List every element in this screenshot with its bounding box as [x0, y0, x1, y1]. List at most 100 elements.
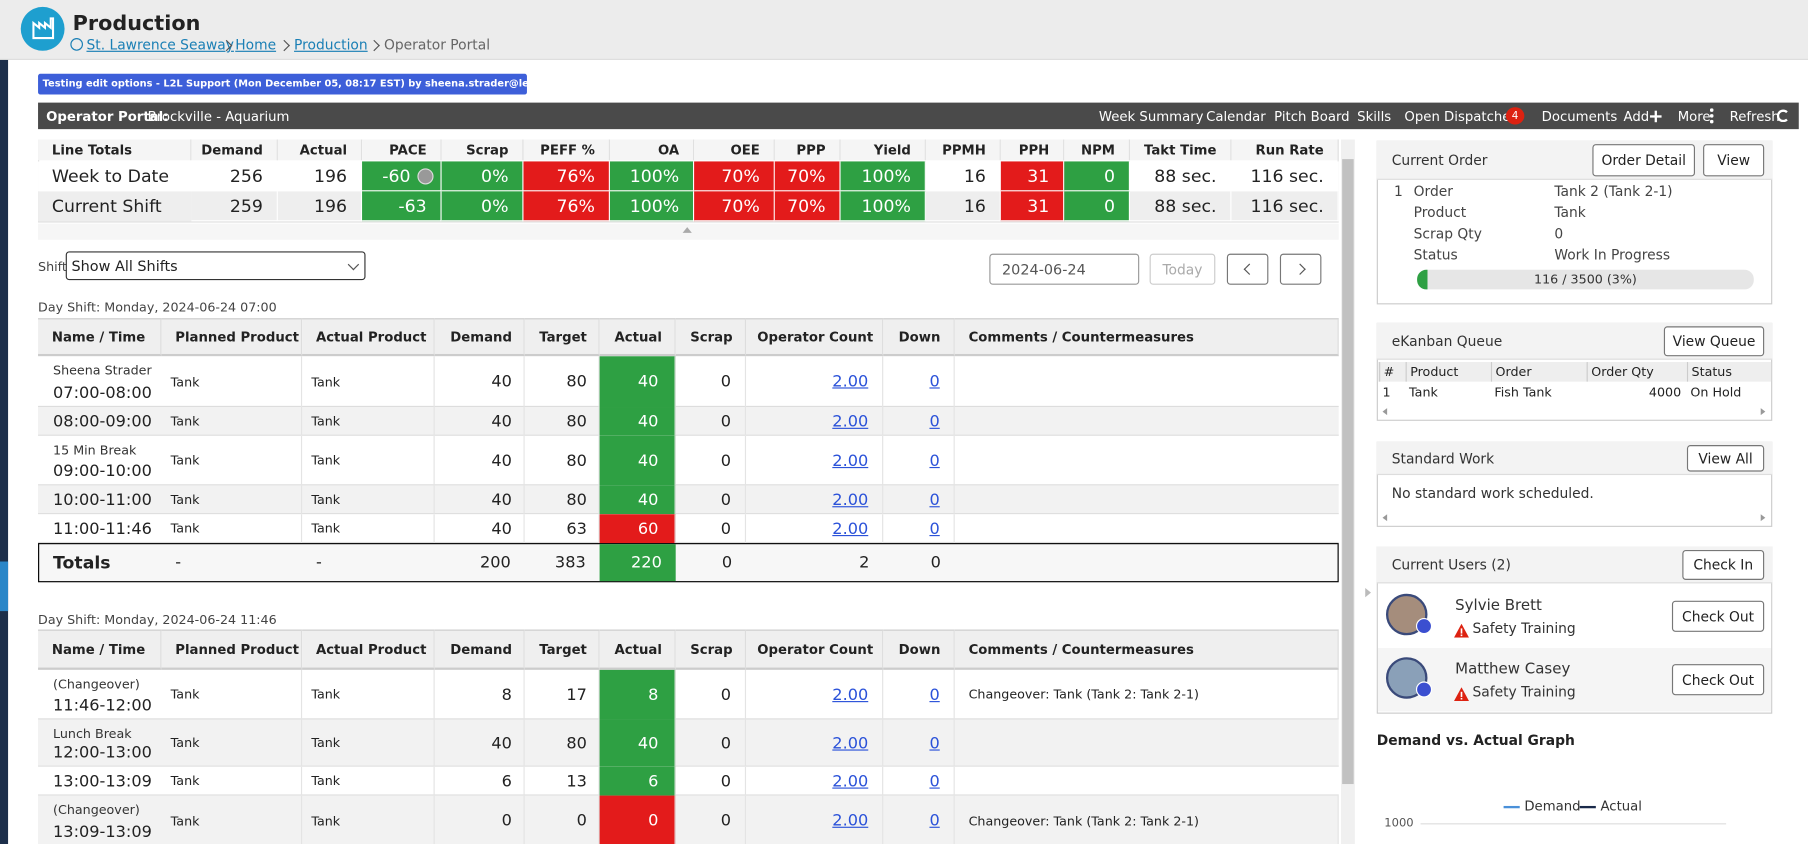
cell-operator-count[interactable]: 2.00 [746, 435, 884, 486]
panel-button[interactable]: View [1703, 144, 1765, 177]
shift-row [38, 719, 1339, 767]
breadcrumb-link[interactable]: Home [235, 36, 277, 54]
factory-icon [32, 17, 55, 40]
toolbar-link[interactable]: Add [1623, 107, 1650, 124]
kanban-cell: 1 [1382, 385, 1391, 401]
column-header: Scrap [675, 629, 747, 670]
row-time: 13:09-13:09 [53, 823, 152, 842]
date-input[interactable]: 2024-06-24 [989, 253, 1140, 285]
cell-down[interactable]: 0 [883, 669, 955, 720]
toolbar-link[interactable]: Calendar [1206, 107, 1266, 124]
toolbar-link[interactable]: More [1677, 107, 1711, 124]
totals-header: PPP [774, 139, 841, 161]
panel-toggle[interactable] [1365, 588, 1371, 598]
totals-header: Run Rate [1231, 139, 1339, 161]
total-operator-count: 2 [859, 553, 870, 572]
app-icon [20, 6, 65, 51]
order-field-label: Status [1413, 246, 1458, 263]
column-header: Comments / Countermeasures [954, 318, 1339, 357]
cell-scrap: 0 [676, 356, 747, 408]
cell-actual: 40 [599, 435, 676, 486]
check-out-button[interactable]: Check Out [1671, 664, 1765, 696]
shift-select[interactable]: Show All Shifts [65, 251, 366, 281]
cell-down[interactable]: 0 [883, 766, 955, 796]
row-time: 07:00-08:00 [53, 383, 152, 403]
toolbar-link[interactable]: Open Dispatches [1404, 107, 1518, 124]
cell-down[interactable]: 0 [883, 435, 955, 486]
totals-cell: 0% [441, 191, 524, 222]
panel-button[interactable]: View All [1686, 445, 1765, 472]
cell-down[interactable]: 0 [883, 719, 955, 767]
cell-actual: 40 [599, 485, 676, 515]
cell-scrap: 0 [676, 407, 747, 436]
shift-row [38, 485, 1339, 515]
cell-operator-count[interactable]: 2.00 [746, 795, 884, 844]
column-header: Comments / Countermeasures [954, 629, 1339, 670]
toolbar-link[interactable]: Pitch Board [1274, 107, 1350, 124]
breadcrumb-link[interactable]: St. Lawrence Seaway [86, 36, 234, 54]
cell-demand: 6 [435, 766, 525, 796]
refresh-icon [1776, 109, 1790, 123]
next-button[interactable] [1279, 253, 1322, 285]
toolbar-link[interactable]: Week Summary [1098, 107, 1204, 124]
panel-button[interactable]: View Queue [1663, 326, 1765, 357]
column-header: Actual [599, 629, 676, 670]
user-name: Matthew Casey [1455, 660, 1571, 678]
panel-title: Current Order [1391, 152, 1488, 169]
standard-work-message: No standard work scheduled. [1391, 485, 1594, 502]
cell-comment: Changeover: Tank (Tank 2: Tank 2-1) [955, 669, 1339, 720]
cell-operator-count[interactable]: 2.00 [746, 407, 884, 436]
cell-operator-count[interactable]: 2.00 [746, 719, 884, 767]
shift-row [38, 435, 1339, 486]
total-target: 383 [554, 553, 586, 572]
more-dot [1709, 114, 1713, 118]
cell-operator-count[interactable]: 2.00 [746, 356, 884, 408]
collapse-arrow[interactable] [682, 227, 692, 233]
column-header: Actual Product [302, 629, 435, 670]
prev-button[interactable] [1226, 253, 1269, 285]
cell-operator-count[interactable]: 2.00 [746, 485, 884, 515]
cell-operator-count[interactable]: 2.00 [746, 766, 884, 796]
user-training: Safety Training [1472, 619, 1576, 636]
cell-actual: 40 [599, 356, 676, 408]
check-out-button[interactable]: Check Out [1671, 600, 1765, 632]
cell-target: 13 [525, 766, 600, 796]
breadcrumb-link[interactable]: Production [294, 36, 368, 54]
add-icon-v [1654, 110, 1657, 123]
warning-triangle [1454, 687, 1469, 702]
cell-down[interactable]: 0 [883, 514, 955, 544]
cell-target: 80 [525, 407, 600, 436]
legend-label: Actual [1600, 797, 1642, 815]
cell-actual: 40 [599, 719, 676, 767]
toolbar-link[interactable]: Documents [1541, 107, 1618, 124]
cell-actual: 8 [599, 669, 676, 720]
order-field-value: 0 [1554, 225, 1564, 243]
page-title: Production [72, 10, 201, 36]
panel-button[interactable]: Check In [1682, 549, 1765, 580]
dispatch-badge: 4 [1505, 107, 1525, 125]
totals-header: PPMH [925, 139, 1001, 161]
shift-heading: Day Shift: Monday, 2024-06-24 11:46 [38, 611, 277, 627]
shift-row [38, 669, 1339, 720]
toolbar-link[interactable]: Refresh [1729, 107, 1780, 124]
cell-down[interactable]: 0 [883, 485, 955, 515]
totals-cell: 100% [609, 161, 695, 192]
cell-operator-count[interactable]: 2.00 [746, 669, 884, 720]
cell-down[interactable]: 0 [883, 795, 955, 844]
shift-row [38, 356, 1339, 408]
column-header: Name / Time [38, 629, 162, 670]
cell-planned-product: Tank [161, 356, 303, 408]
today-button[interactable]: Today [1149, 253, 1216, 285]
scroll-thumb [1342, 159, 1354, 785]
breadcrumb-current: Operator Portal [383, 36, 491, 54]
cell-demand: 8 [435, 669, 525, 720]
cell-down[interactable]: 0 [883, 407, 955, 436]
row-note: (Changeover) [53, 676, 140, 692]
cell-scrap: 0 [676, 766, 747, 796]
toolbar-link[interactable]: Skills [1357, 107, 1392, 124]
cell-operator-count[interactable]: 2.00 [746, 514, 884, 544]
panel-button[interactable]: Order Detail [1592, 144, 1695, 177]
total-actual-product: - [315, 553, 322, 572]
cell-down[interactable]: 0 [883, 356, 955, 408]
totals-header: NPM [1064, 139, 1130, 161]
